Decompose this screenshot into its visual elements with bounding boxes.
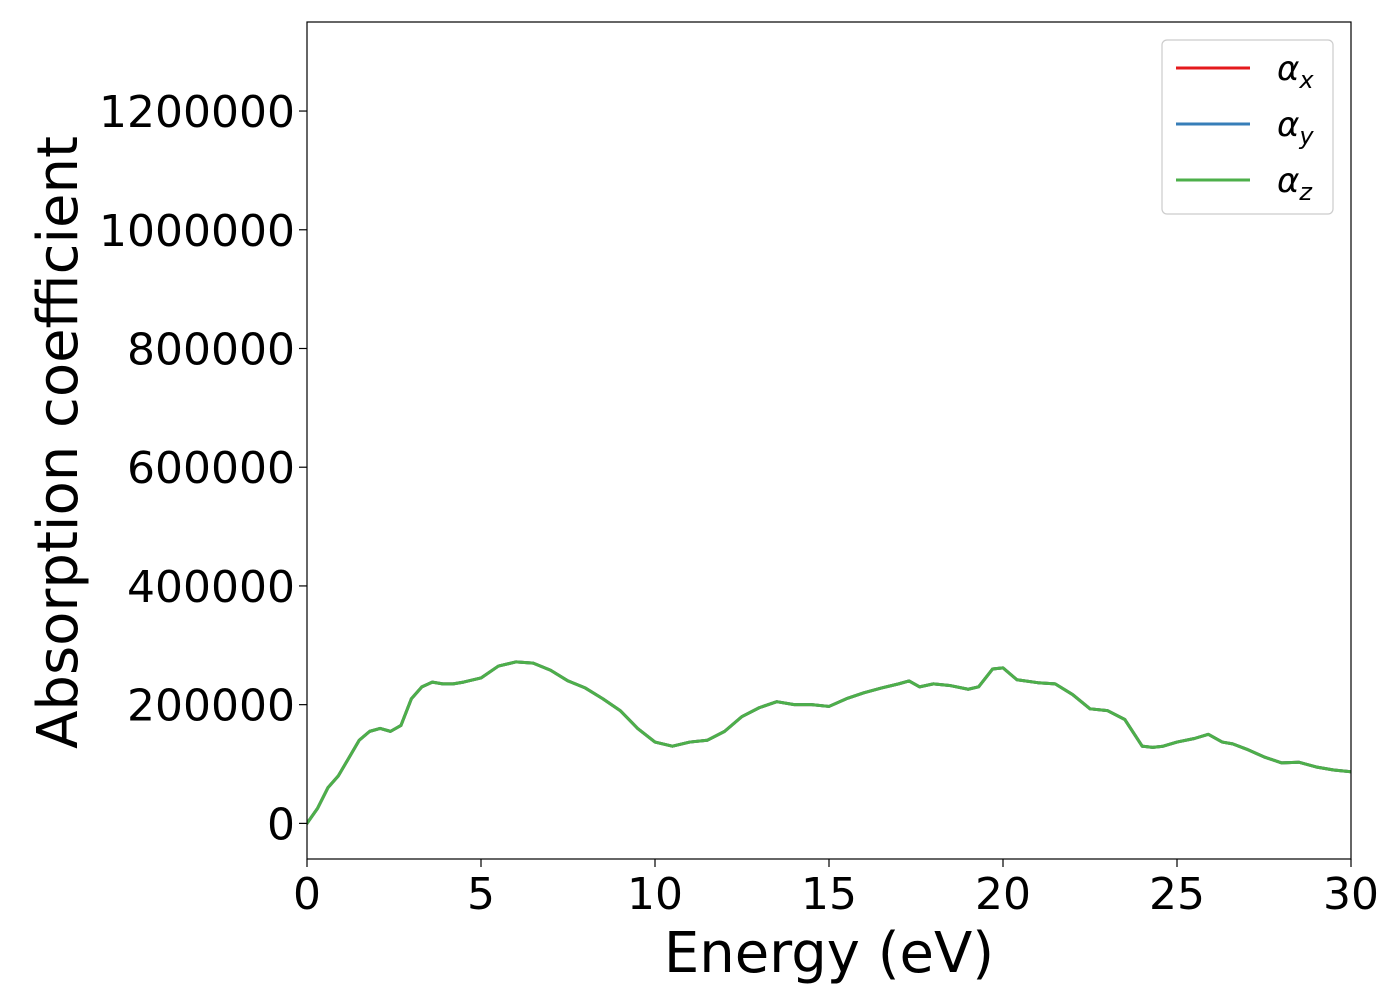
x-tick-label: 10: [627, 869, 683, 920]
legend-label-x: αx: [1277, 49, 1314, 94]
legend-label-y: αy: [1277, 105, 1314, 150]
plot-layer: [307, 660, 1351, 825]
y-axis-label: Absorption coefficient: [26, 136, 91, 749]
x-tick-label: 25: [1149, 869, 1205, 920]
legend: αx αy αz: [1161, 39, 1334, 215]
x-tick-label: 30: [1323, 869, 1379, 920]
series-line-y: [307, 660, 1351, 825]
x-axis-label: Energy (eV): [664, 921, 994, 986]
series-line-x: [307, 660, 1351, 825]
x-tick-label: 20: [975, 869, 1031, 920]
ticks-layer: 0 5 10 15 20 25 30 0 200000 400000 600000 800000 100…: [99, 87, 1379, 920]
y-tick-label: 1200000: [99, 87, 295, 138]
y-tick-label: 800000: [127, 324, 295, 375]
y-tick-label: 1000000: [99, 206, 295, 257]
y-tick-label: 0: [267, 799, 295, 850]
legend-box: [1161, 39, 1334, 215]
x-tick-label: 5: [467, 869, 495, 920]
y-tick-label: 200000: [127, 681, 295, 732]
x-tick-label: 15: [801, 869, 857, 920]
y-tick-label: 600000: [127, 443, 295, 494]
y-tick-label: 400000: [127, 562, 295, 613]
legend-label-z: αz: [1277, 161, 1313, 206]
x-tick-label: 0: [293, 869, 321, 920]
series-line-z: [307, 660, 1351, 825]
